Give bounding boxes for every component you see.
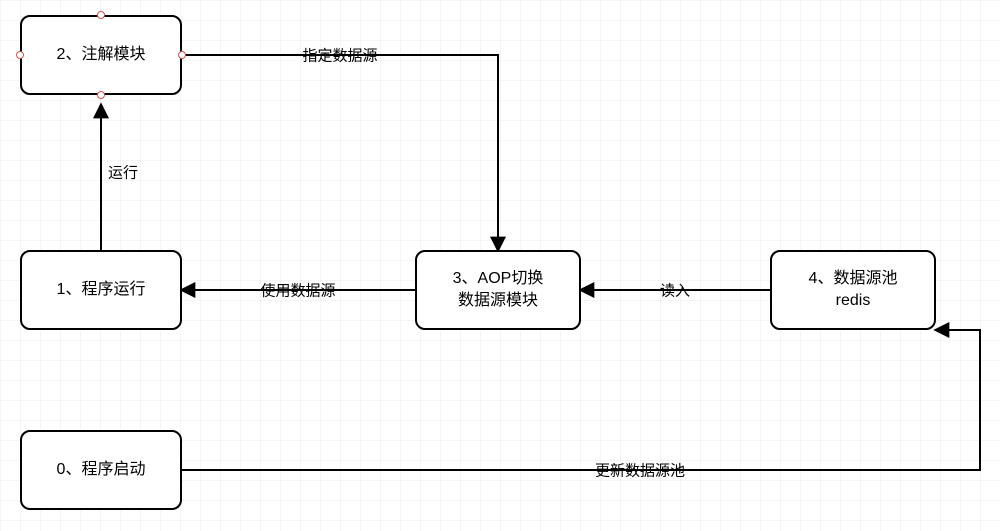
edge-label-specify-datasource: 指定数据源 xyxy=(302,45,377,66)
node-2-annotation-module[interactable]: 2、注解模块 xyxy=(20,15,182,95)
resize-handle[interactable] xyxy=(16,51,24,59)
node-1-program-run[interactable]: 1、程序运行 xyxy=(20,250,182,330)
node-4-datasource-pool-redis[interactable]: 4、数据源池 redis xyxy=(770,250,936,330)
node-3-aop-switch-datasource[interactable]: 3、AOP切换 数据源模块 xyxy=(415,250,581,330)
resize-handle[interactable] xyxy=(97,11,105,19)
edge-label-run: 运行 xyxy=(108,162,138,183)
diagram-canvas: 0、程序启动 1、程序运行 2、注解模块 3、AOP切换 数据源模块 4、数据源… xyxy=(0,0,1000,531)
edge-label-use-datasource: 使用数据源 xyxy=(260,280,335,301)
node-0-program-start[interactable]: 0、程序启动 xyxy=(20,430,182,510)
resize-handle[interactable] xyxy=(97,91,105,99)
edge-label-update-pool: 更新数据源池 xyxy=(595,460,685,481)
resize-handle[interactable] xyxy=(178,51,186,59)
edge-label-read-in: 读入 xyxy=(660,280,690,301)
